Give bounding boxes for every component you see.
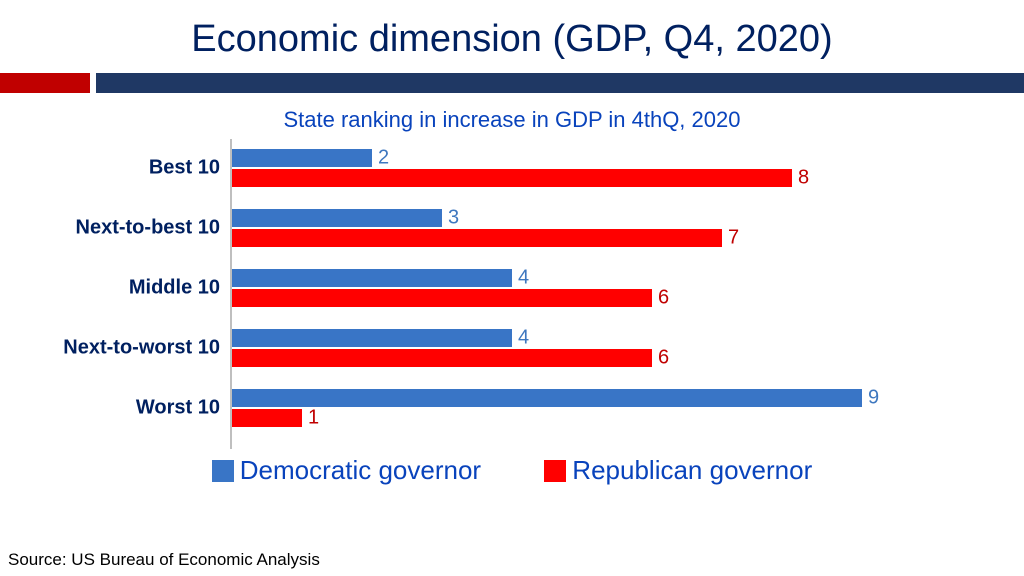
legend-swatch-republican [544, 460, 566, 482]
legend-label-republican: Republican governor [572, 455, 812, 486]
value-label: 6 [658, 347, 669, 370]
bar-group: Middle 1046 [232, 267, 972, 309]
bar: 2 [232, 149, 372, 167]
bar: 1 [232, 409, 302, 427]
bar: 6 [232, 289, 652, 307]
bar-group: Best 1028 [232, 147, 972, 189]
bar: 4 [232, 329, 512, 347]
value-label: 3 [448, 207, 459, 230]
value-label: 4 [518, 327, 529, 350]
bar: 3 [232, 209, 442, 227]
legend-item-republican: Republican governor [544, 455, 812, 486]
category-label: Worst 10 [10, 397, 220, 420]
value-label: 1 [308, 407, 319, 430]
bar-group: Next-to-worst 1046 [232, 327, 972, 369]
legend: Democratic governor Republican governor [0, 455, 1024, 489]
decorative-band [0, 73, 1024, 93]
bar-group: Worst 1091 [232, 387, 972, 429]
bar: 6 [232, 349, 652, 367]
bar-group: Next-to-best 1037 [232, 207, 972, 249]
value-label: 7 [728, 227, 739, 250]
category-label: Middle 10 [10, 277, 220, 300]
source-text: Source: US Bureau of Economic Analysis [8, 550, 320, 570]
chart-subtitle: State ranking in increase in GDP in 4thQ… [0, 107, 1024, 133]
bar: 9 [232, 389, 862, 407]
legend-swatch-democratic [212, 460, 234, 482]
band-red [0, 73, 90, 93]
value-label: 2 [378, 147, 389, 170]
legend-label-democratic: Democratic governor [240, 455, 481, 486]
bar: 8 [232, 169, 792, 187]
value-label: 6 [658, 287, 669, 310]
bar: 7 [232, 229, 722, 247]
value-label: 9 [868, 387, 879, 410]
band-navy [96, 73, 1024, 93]
category-label: Best 10 [10, 157, 220, 180]
slide-title: Economic dimension (GDP, Q4, 2020) [0, 0, 1024, 73]
category-label: Next-to-worst 10 [10, 337, 220, 360]
value-label: 4 [518, 267, 529, 290]
category-label: Next-to-best 10 [10, 217, 220, 240]
bar: 4 [232, 269, 512, 287]
value-label: 8 [798, 167, 809, 190]
legend-item-democratic: Democratic governor [212, 455, 481, 486]
bar-chart: Best 1028 Next-to-best 1037 Middle 1046 Nex… [230, 139, 970, 449]
